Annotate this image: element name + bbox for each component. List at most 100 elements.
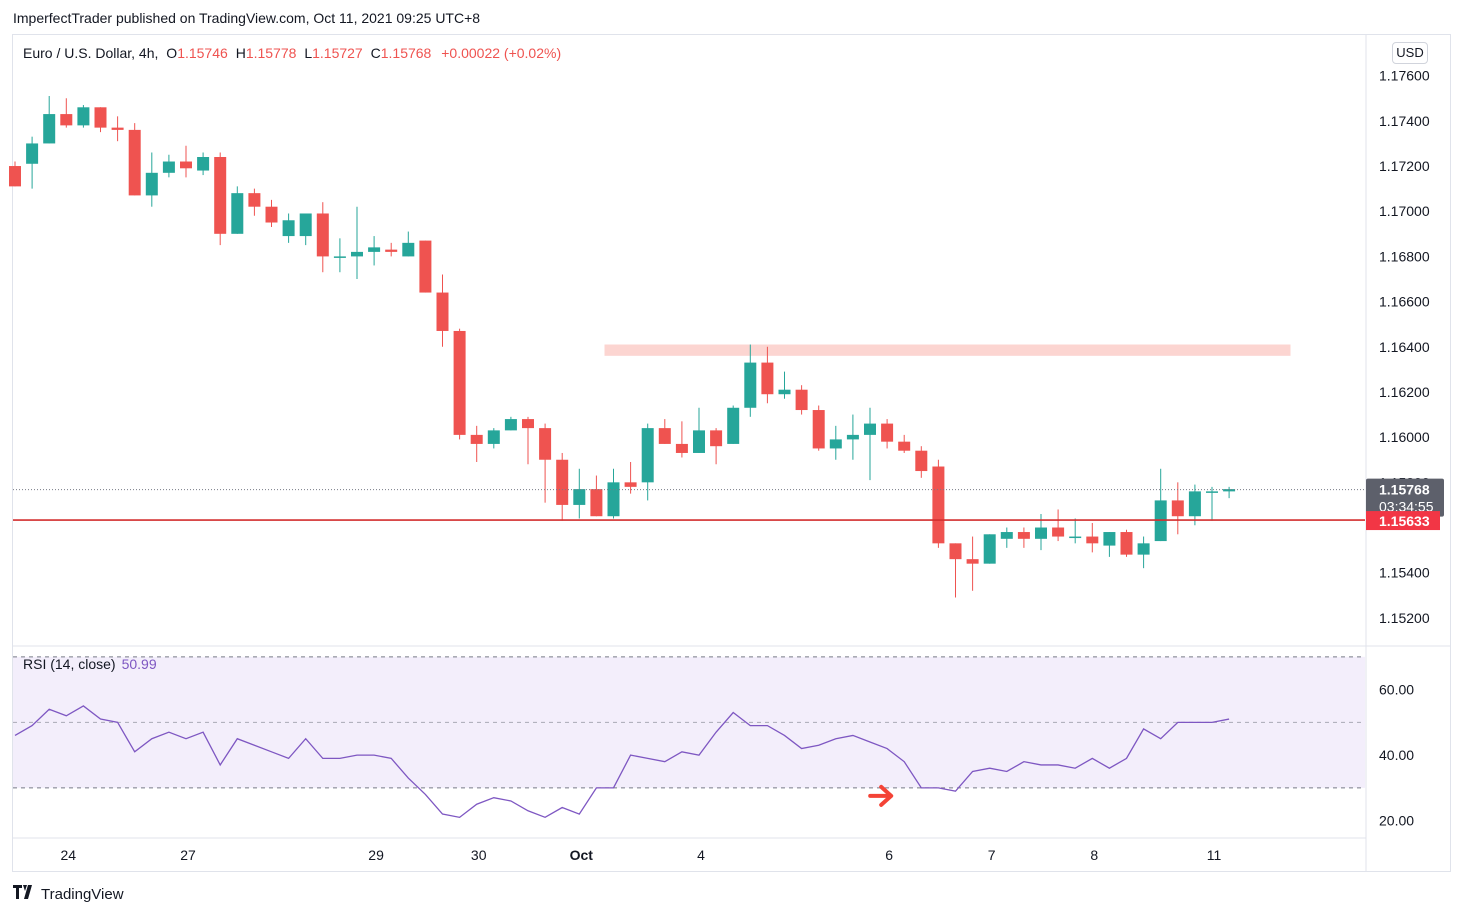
candle-body xyxy=(1000,532,1013,539)
rsi-line-layer xyxy=(14,705,1230,819)
last-price-tag xyxy=(1366,478,1444,517)
candle-body xyxy=(248,193,261,207)
candle-body xyxy=(641,428,654,483)
candle xyxy=(744,344,757,417)
candle xyxy=(761,346,774,404)
time-tick-label: 8 xyxy=(1090,847,1098,863)
candle xyxy=(590,475,603,517)
close-value: 1.15768 xyxy=(380,45,432,61)
candle-body xyxy=(60,114,73,126)
candle-body xyxy=(145,172,158,196)
time-tick-label: Oct xyxy=(570,847,594,863)
candle-body xyxy=(761,362,774,395)
candle xyxy=(487,428,500,449)
resistance-zone xyxy=(604,344,1291,356)
candle-body xyxy=(265,206,278,223)
time-tick-label: 11 xyxy=(1207,847,1222,863)
candle-body xyxy=(539,428,552,460)
candle xyxy=(1137,536,1150,569)
candle xyxy=(1154,468,1167,542)
candle xyxy=(983,534,996,564)
candle xyxy=(795,385,808,415)
candle xyxy=(333,238,346,273)
candle xyxy=(898,434,911,453)
candle xyxy=(368,236,381,266)
candle-body xyxy=(436,292,449,331)
symbol-title[interactable]: Euro / U.S. Dollar, 4h, xyxy=(23,45,159,61)
rsi-legend[interactable]: RSI (14, close) 50.99 xyxy=(23,656,157,672)
candle-body xyxy=(1137,543,1150,555)
price-tick-label: 1.16200 xyxy=(1379,384,1430,400)
candle xyxy=(966,536,979,591)
candle xyxy=(60,98,73,128)
price-tick-label: 1.17400 xyxy=(1379,113,1430,129)
candle xyxy=(778,371,791,399)
candle-body xyxy=(453,330,466,435)
candle xyxy=(1188,484,1201,526)
price-tick-label: 1.17600 xyxy=(1379,68,1430,84)
candle-body xyxy=(197,157,210,171)
candle xyxy=(1120,529,1133,557)
candle-body xyxy=(1035,527,1047,539)
rsi-label: RSI (14, close) xyxy=(23,656,116,672)
arrow-annotation xyxy=(868,784,894,807)
price-tick-label: 1.16000 xyxy=(1379,429,1430,445)
candle-body xyxy=(727,407,740,444)
price-axis[interactable]: 1.17600 1.17400 1.17200 1.17000 1.16800 1.166… xyxy=(1379,68,1430,626)
candle-body xyxy=(504,419,517,431)
candles xyxy=(9,96,1236,598)
candle-body xyxy=(658,428,671,444)
candle-body xyxy=(898,441,911,451)
time-tick-label: 6 xyxy=(885,847,893,863)
candle xyxy=(1052,509,1065,542)
candle xyxy=(1000,527,1013,548)
chart-frame xyxy=(12,34,1451,872)
currency-button[interactable]: USD xyxy=(1392,42,1428,64)
candle-body xyxy=(932,466,945,544)
candle-body xyxy=(1069,536,1082,539)
candle-body xyxy=(607,482,620,517)
tradingview-logo[interactable]: TradingView xyxy=(13,884,124,904)
candle xyxy=(624,462,637,494)
price-tick-label: 1.17000 xyxy=(1379,203,1430,219)
candle-body xyxy=(915,450,928,472)
candle xyxy=(1017,527,1030,548)
rsi-axis[interactable]: 60.00 40.00 20.00 xyxy=(1379,682,1414,829)
candle xyxy=(180,145,192,178)
candle-body xyxy=(864,423,876,435)
price-tick-label: 1.15200 xyxy=(1379,610,1430,626)
candle xyxy=(453,328,466,440)
candle-body xyxy=(624,482,637,487)
change-value: +0.00022 (+0.02%) xyxy=(441,45,562,61)
candle-body xyxy=(487,430,500,444)
candle-body xyxy=(351,251,363,257)
candle-body xyxy=(693,430,705,453)
candle xyxy=(864,407,876,481)
candle xyxy=(231,186,244,234)
candle-body xyxy=(966,559,979,564)
support-level-value: 1.15633 xyxy=(1379,513,1430,529)
time-tick-label: 4 xyxy=(697,847,705,863)
resistance-zone-layer xyxy=(604,344,1291,356)
candle xyxy=(504,416,517,431)
time-axis[interactable]: 24 27 29 30 Oct 4 6 7 8 11 xyxy=(61,847,1222,863)
candle-body xyxy=(1188,491,1201,517)
candle-body xyxy=(829,439,842,449)
candle xyxy=(539,423,552,503)
bar-countdown: 03:34:55 xyxy=(1379,499,1434,515)
candle-body xyxy=(710,430,723,447)
open-label: O xyxy=(166,45,178,61)
candle xyxy=(1171,482,1184,535)
close-label: C xyxy=(370,45,381,61)
rsi-tick-label: 40.00 xyxy=(1379,747,1414,763)
candle xyxy=(881,419,894,449)
candle-body xyxy=(778,389,791,395)
candle-body xyxy=(522,419,534,429)
price-tick-label: 1.15400 xyxy=(1379,565,1430,581)
candle-body xyxy=(846,434,859,440)
rsi-value: 50.99 xyxy=(121,656,157,672)
candle-body xyxy=(1017,532,1030,539)
candle xyxy=(1206,486,1218,521)
candle xyxy=(214,152,227,246)
